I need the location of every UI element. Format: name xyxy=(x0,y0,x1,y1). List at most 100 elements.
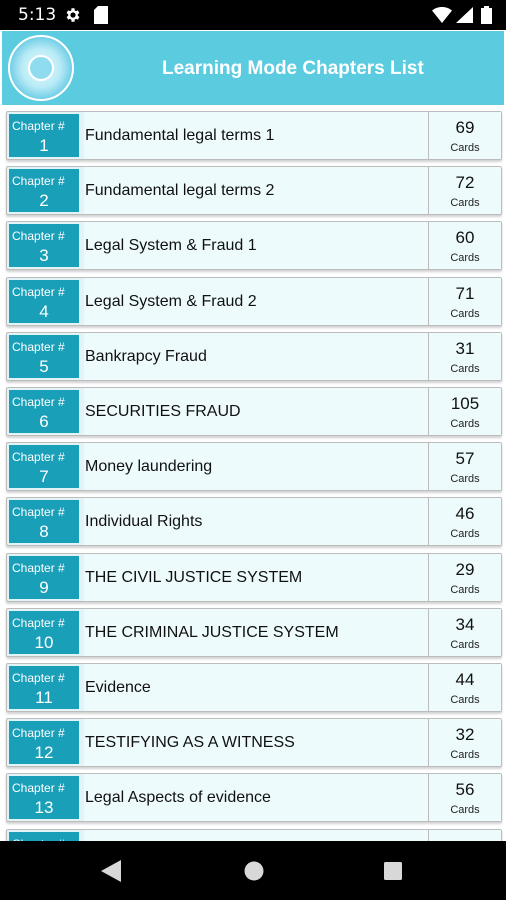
chapter-prefix-label: Chapter # xyxy=(12,505,65,520)
row-divider xyxy=(428,608,429,656)
card-count-box: 32 Cards xyxy=(429,719,501,767)
row-divider xyxy=(428,388,429,435)
card-count-box: 105 Cards xyxy=(429,388,501,435)
row-divider xyxy=(428,112,429,159)
chapter-prefix-label: Chapter # xyxy=(12,395,65,409)
chapter-title: Legal System & Fraud 1 xyxy=(84,222,429,270)
chapter-list[interactable]: Chapter # 1 Fundamental legal terms 1 69… xyxy=(0,110,506,841)
chapter-number: 2 xyxy=(39,191,49,211)
chapter-prefix-label: Chapter # xyxy=(12,726,65,741)
chapter-prefix-label: Chapter # xyxy=(12,781,65,796)
recents-icon[interactable] xyxy=(384,862,402,880)
row-divider xyxy=(428,332,429,380)
chapter-prefix-label: Chapter # xyxy=(12,615,65,630)
home-icon[interactable] xyxy=(244,861,264,881)
chapter-row-6[interactable]: Chapter # 6 SECURITIES FRAUD 105 Cards xyxy=(6,387,502,436)
chapter-row-4[interactable]: Chapter # 4 Legal System & Fraud 2 71 Ca… xyxy=(6,276,502,326)
chapter-row-12[interactable]: Chapter # 12 TESTIFYING AS A WITNESS 32 … xyxy=(6,718,502,768)
card-count-unit: Cards xyxy=(450,142,480,154)
navigation-bar xyxy=(0,841,506,900)
logo-emblem-icon xyxy=(28,55,54,81)
chapter-number: 3 xyxy=(39,246,49,266)
row-divider xyxy=(428,553,429,601)
chapter-prefix-label: Chapter # xyxy=(12,174,65,189)
status-time: 5:13 xyxy=(18,5,57,25)
chapter-row-9[interactable]: Chapter # 9 THE CIVIL JUSTICE SYSTEM 29 … xyxy=(6,552,502,602)
chapter-prefix-label: Chapter # xyxy=(12,119,65,133)
card-count-value: 56 xyxy=(455,780,475,800)
row-divider xyxy=(428,664,429,711)
row-divider xyxy=(428,167,429,215)
chapter-title: Money laundering xyxy=(84,443,429,491)
back-icon[interactable] xyxy=(101,860,121,882)
card-count-value: 57 xyxy=(455,449,475,469)
chapter-badge: Chapter # 13 xyxy=(9,776,79,820)
chapter-title: THE CRIMINAL JUSTICE SYSTEM xyxy=(84,608,429,656)
chapter-badge: Chapter # 2 xyxy=(9,169,79,213)
card-count-value: 105 xyxy=(450,394,480,413)
chapter-row-3[interactable]: Chapter # 3 Legal System & Fraud 1 60 Ca… xyxy=(6,221,502,271)
chapter-number: 7 xyxy=(39,467,49,487)
card-count-value: 29 xyxy=(455,559,475,579)
card-count-unit: Cards xyxy=(450,528,480,541)
card-count-unit: Cards xyxy=(450,197,480,210)
chapter-title xyxy=(84,829,429,841)
chapter-prefix-label: Chapter # xyxy=(12,339,65,354)
card-count-value: 60 xyxy=(455,228,475,248)
chapter-row-11[interactable]: Chapter # 11 Evidence 44 Cards xyxy=(6,663,502,712)
card-count-box: 31 Cards xyxy=(429,332,501,380)
card-count-box: 34 Cards xyxy=(429,608,501,656)
chapter-prefix-label: Chapter # xyxy=(12,837,65,841)
card-count-box: 71 Cards xyxy=(429,277,501,325)
chapter-prefix-label: Chapter # xyxy=(12,671,65,685)
chapter-badge: Chapter # 8 xyxy=(9,500,79,544)
card-count-box: 57 Cards xyxy=(429,443,501,491)
signal-icon xyxy=(456,7,473,23)
row-divider xyxy=(428,222,429,270)
chapter-prefix-label: Chapter # xyxy=(12,229,65,244)
chapter-row-1[interactable]: Chapter # 1 Fundamental legal terms 1 69… xyxy=(6,111,502,160)
row-divider xyxy=(428,719,429,767)
chapter-badge: Chapter # 14 xyxy=(9,831,79,841)
sd-card-icon xyxy=(94,6,108,24)
card-count-unit: Cards xyxy=(450,362,480,375)
chapter-prefix-label: Chapter # xyxy=(12,284,65,299)
chapter-title: Fundamental legal terms 1 xyxy=(84,112,429,159)
chapter-badge: Chapter # 3 xyxy=(9,224,79,268)
chapter-number: 6 xyxy=(39,412,49,431)
chapter-title: Fundamental legal terms 2 xyxy=(84,167,429,215)
chapter-row-5[interactable]: Chapter # 5 Bankrapcy Fraud 31 Cards xyxy=(6,331,502,381)
card-count-unit: Cards xyxy=(450,252,480,265)
chapter-number: 5 xyxy=(39,356,49,376)
card-count-unit: Cards xyxy=(450,583,480,596)
chapter-number: 1 xyxy=(39,136,49,155)
chapter-title: Legal Aspects of evidence xyxy=(84,774,429,822)
card-count-box: 56 Cards xyxy=(429,774,501,822)
status-bar: 5:13 xyxy=(0,0,506,30)
chapter-number: 13 xyxy=(34,798,54,818)
chapter-badge: Chapter # 6 xyxy=(9,390,79,433)
card-count-unit: Cards xyxy=(450,694,480,706)
card-count-unit: Cards xyxy=(450,638,480,651)
wifi-icon xyxy=(432,7,452,23)
chapter-row-13[interactable]: Chapter # 13 Legal Aspects of evidence 5… xyxy=(6,773,502,823)
card-count-value: 71 xyxy=(455,283,475,303)
chapter-badge: Chapter # 5 xyxy=(9,334,79,378)
chapter-title: THE CIVIL JUSTICE SYSTEM xyxy=(84,553,429,601)
chapter-number: 10 xyxy=(34,632,54,652)
chapter-prefix-label: Chapter # xyxy=(12,560,65,575)
chapter-row-2[interactable]: Chapter # 2 Fundamental legal terms 2 72… xyxy=(6,166,502,216)
card-count-value: 32 xyxy=(455,725,475,745)
chapter-row-10[interactable]: Chapter # 10 THE CRIMINAL JUSTICE SYSTEM… xyxy=(6,607,502,657)
row-divider xyxy=(428,443,429,491)
gear-icon xyxy=(66,8,80,22)
chapter-prefix-label: Chapter # xyxy=(12,450,65,465)
chapter-row-7[interactable]: Chapter # 7 Money laundering 57 Cards xyxy=(6,442,502,492)
chapter-row-8[interactable]: Chapter # 8 Individual Rights 46 Cards xyxy=(6,497,502,547)
chapter-number: 4 xyxy=(39,301,49,321)
card-count-value: 34 xyxy=(455,614,475,634)
chapter-title: Legal System & Fraud 2 xyxy=(84,277,429,325)
chapter-row-14[interactable]: Chapter # 14 xyxy=(6,828,502,841)
card-count-unit: Cards xyxy=(450,749,480,762)
card-count-value: 69 xyxy=(455,118,475,137)
